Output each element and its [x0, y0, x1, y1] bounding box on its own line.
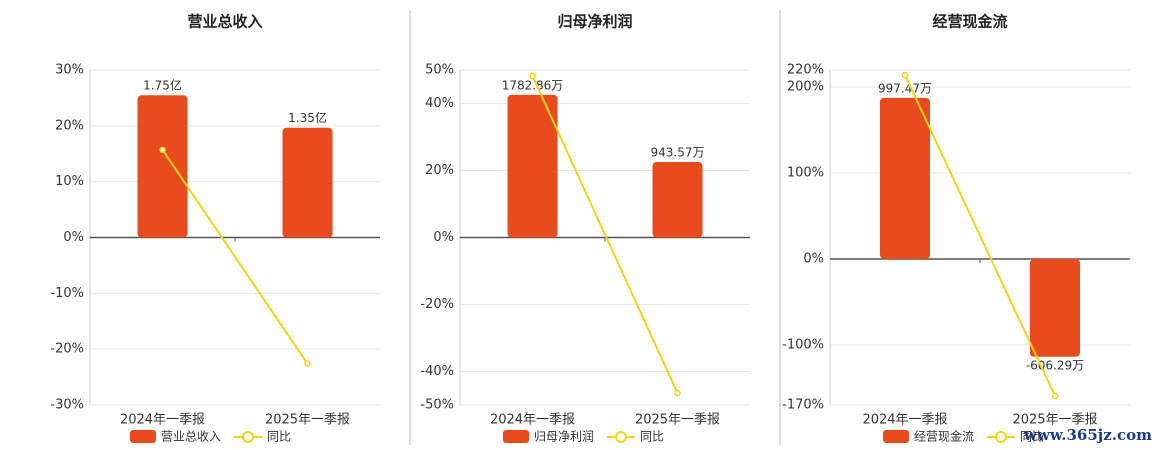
value-label: 943.57万 — [651, 145, 705, 159]
chart-title: 营业总收入 — [187, 13, 262, 31]
y-tick-label: -40% — [420, 364, 454, 379]
legend-swatch — [883, 430, 909, 443]
y-tick-label: 30% — [55, 63, 84, 78]
value-label: 1.35亿 — [288, 110, 327, 125]
y-tick-label: -20% — [50, 342, 84, 357]
legend-swatch — [995, 431, 1008, 443]
x-tick-label: 2025年一季报 — [1012, 413, 1097, 428]
bar — [282, 127, 333, 238]
y-tick-label: -50% — [420, 398, 454, 413]
chart-title: 归母净利润 — [557, 13, 632, 31]
legend-swatch — [503, 430, 529, 443]
legend-swatch — [130, 430, 156, 443]
y-tick-label: -170% — [782, 398, 824, 413]
x-tick-label: 2025年一季报 — [635, 413, 720, 428]
legend-label: 营业总收入 — [161, 430, 221, 444]
point — [1051, 392, 1059, 400]
y-tick-label: -100% — [782, 337, 824, 352]
bar — [652, 161, 703, 238]
y-tick-label: 100% — [787, 166, 824, 181]
y-tick-label: 220% — [787, 63, 824, 78]
legend-label: 经营现金流 — [914, 429, 974, 444]
legend-swatch — [242, 431, 255, 443]
x-tick-label: 2024年一季报 — [862, 413, 947, 428]
legend-swatch — [615, 431, 628, 443]
line — [904, 74, 1056, 397]
y-tick-label: 20% — [425, 163, 454, 178]
value-label: 1.75亿 — [143, 78, 182, 93]
y-tick-label: 200% — [787, 80, 824, 95]
legend-label: 同比 — [640, 430, 664, 444]
legend-label: 同比 — [1020, 430, 1044, 444]
y-tick-label: 40% — [425, 96, 454, 111]
x-tick-label: 2025年一季报 — [265, 413, 350, 428]
bar — [1030, 258, 1080, 357]
point — [529, 72, 536, 80]
value-label: -606.29万 — [1026, 358, 1084, 372]
point — [304, 360, 311, 367]
chart-title: 经营现金流 — [932, 13, 1007, 31]
y-tick-label: 0% — [433, 230, 454, 245]
y-tick-label: 0% — [63, 230, 84, 245]
x-tick-label: 2024年一季报 — [490, 413, 575, 428]
y-tick-label: -10% — [50, 286, 84, 301]
point — [159, 146, 166, 154]
x-tick-label: 2024年一季报 — [120, 413, 205, 428]
bar — [880, 97, 930, 259]
bar — [507, 94, 558, 238]
y-tick-label: 10% — [55, 174, 84, 189]
line — [161, 149, 309, 365]
watermark: www.365jz.com — [1023, 426, 1152, 444]
line — [531, 75, 679, 394]
y-tick-label: 50% — [425, 63, 454, 78]
y-tick-label: -20% — [420, 297, 454, 312]
legend-label: 归母净利润 — [534, 430, 594, 444]
legend-label: 同比 — [267, 430, 291, 444]
bar — [137, 95, 188, 238]
value-label: 1782.86万 — [502, 78, 564, 92]
y-tick-label: -30% — [50, 398, 84, 413]
value-label: 997.47万 — [878, 81, 932, 95]
point — [901, 71, 909, 79]
point — [674, 389, 681, 397]
y-tick-label: 0% — [803, 251, 824, 266]
y-tick-label: 20% — [55, 118, 84, 133]
